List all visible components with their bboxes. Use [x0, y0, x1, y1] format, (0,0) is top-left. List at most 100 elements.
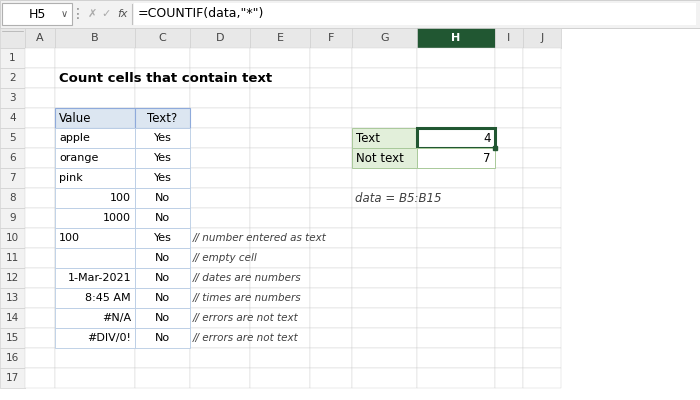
Bar [310, 208, 352, 228]
Bar [352, 268, 417, 288]
Bar [55, 188, 135, 208]
Bar [55, 168, 135, 188]
Bar [352, 28, 417, 48]
Bar [417, 268, 495, 288]
Bar [55, 168, 135, 188]
Bar [310, 248, 352, 268]
Bar [310, 308, 352, 328]
Bar [310, 328, 352, 348]
Bar [0, 208, 25, 228]
Bar [190, 128, 250, 148]
Bar [250, 28, 310, 48]
Bar [352, 348, 417, 368]
Bar [190, 328, 250, 348]
Bar [352, 68, 417, 88]
Text: 6: 6 [9, 153, 16, 163]
Bar [310, 128, 352, 148]
Bar [55, 208, 135, 228]
Text: J: J [540, 33, 544, 43]
Bar [352, 148, 417, 168]
Bar [2, 3, 72, 25]
Bar [352, 168, 417, 188]
Bar [25, 148, 55, 168]
Bar [352, 48, 417, 68]
Bar [55, 228, 135, 248]
Bar [523, 288, 561, 308]
Bar [417, 168, 495, 188]
Bar [134, 3, 696, 25]
Bar [190, 288, 250, 308]
Bar [250, 208, 310, 228]
Bar [135, 128, 190, 148]
Bar [55, 148, 135, 168]
Text: ⋮: ⋮ [71, 7, 85, 21]
Text: // dates are numbers: // dates are numbers [193, 273, 302, 283]
Bar [190, 308, 250, 328]
Bar [523, 148, 561, 168]
Bar [0, 108, 25, 128]
Bar [523, 328, 561, 348]
Bar [495, 48, 523, 68]
Text: No: No [155, 293, 170, 303]
Text: Value: Value [59, 112, 92, 124]
Bar [135, 208, 190, 228]
Bar [55, 188, 135, 208]
Bar [310, 228, 352, 248]
Bar [417, 208, 495, 228]
Bar [135, 208, 190, 228]
Text: 100: 100 [110, 193, 131, 203]
Bar [250, 248, 310, 268]
Bar [25, 108, 55, 128]
Text: 3: 3 [9, 93, 16, 103]
Bar [55, 308, 135, 328]
Bar [352, 248, 417, 268]
Text: No: No [155, 213, 170, 223]
Bar [250, 128, 310, 148]
Bar [55, 268, 135, 288]
Bar [25, 68, 55, 88]
Bar [417, 248, 495, 268]
Text: 17: 17 [6, 373, 19, 383]
Bar [135, 68, 190, 88]
Text: 4: 4 [9, 113, 16, 123]
Bar [417, 328, 495, 348]
Bar [523, 308, 561, 328]
Text: Yes: Yes [153, 173, 172, 183]
Bar [417, 148, 495, 168]
Bar [55, 248, 135, 268]
Bar [250, 308, 310, 328]
Bar [352, 148, 417, 168]
Bar [190, 88, 250, 108]
Bar [55, 348, 135, 368]
Bar [190, 368, 250, 388]
Bar [135, 248, 190, 268]
Bar [135, 28, 190, 48]
Bar [352, 128, 417, 148]
Bar [0, 268, 25, 288]
Bar [135, 228, 190, 248]
Bar [250, 348, 310, 368]
Bar [495, 208, 523, 228]
Text: F: F [328, 33, 334, 43]
Bar [250, 228, 310, 248]
Bar [190, 208, 250, 228]
Bar [310, 28, 352, 48]
Bar [495, 348, 523, 368]
Bar [417, 308, 495, 328]
Bar [25, 188, 55, 208]
Bar [250, 268, 310, 288]
Bar [0, 328, 25, 348]
Bar [523, 368, 561, 388]
Bar [352, 228, 417, 248]
Bar [0, 228, 25, 248]
Bar [25, 88, 55, 108]
Text: 5: 5 [9, 133, 16, 143]
Bar [523, 68, 561, 88]
Bar [523, 348, 561, 368]
Text: No: No [155, 253, 170, 263]
Bar [55, 368, 135, 388]
Bar [190, 228, 250, 248]
Bar [0, 28, 25, 48]
Bar [523, 268, 561, 288]
Bar [495, 168, 523, 188]
